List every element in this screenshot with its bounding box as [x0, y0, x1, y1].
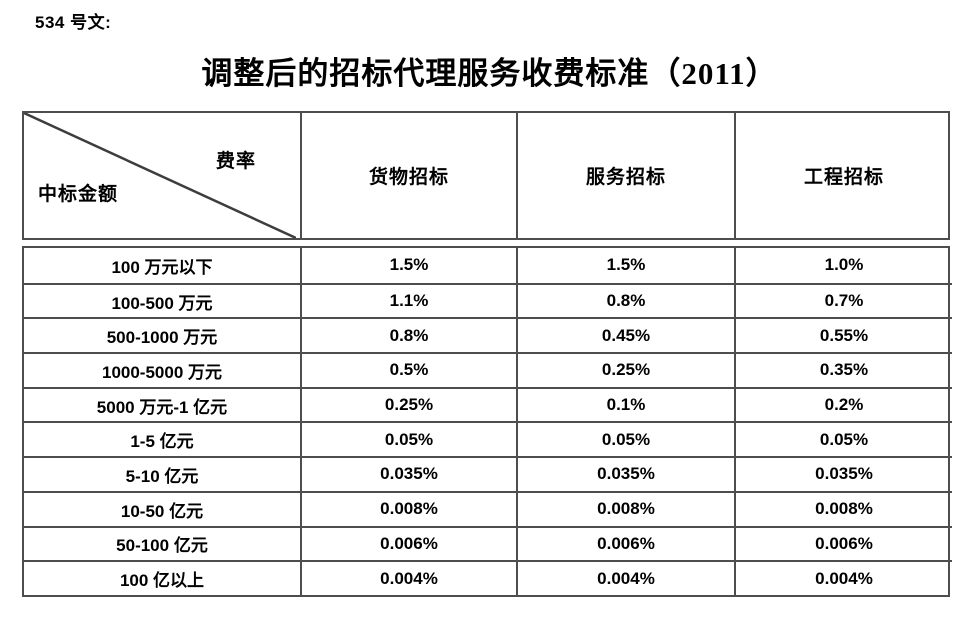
rate-value: 0.008% [734, 490, 952, 526]
rate-value: 0.008% [300, 490, 516, 526]
rate-value: 0.7% [734, 282, 952, 318]
row-label: 5-10 亿元 [24, 456, 300, 491]
rate-value: 0.035% [734, 456, 952, 491]
fee-rate-table: 费率 中标金额 货物招标 服务招标 工程招标 100 万元以下 1.5% 1.5… [22, 111, 952, 597]
rate-value: 1.5% [300, 248, 516, 283]
corner-label-bid-amount: 中标金额 [38, 184, 119, 205]
rate-value: 0.035% [516, 456, 734, 491]
rate-value: 0.05% [734, 421, 952, 457]
rate-value: 0.035% [300, 456, 516, 491]
row-label: 5000 万元-1 亿元 [24, 386, 300, 422]
rate-value: 0.1% [516, 386, 734, 422]
rate-value: 0.05% [300, 421, 516, 457]
rate-value: 0.004% [516, 560, 734, 595]
rate-value: 0.006% [300, 525, 516, 561]
rate-value: 0.008% [516, 490, 734, 526]
row-label: 1000-5000 万元 [24, 352, 300, 387]
row-label: 50-100 亿元 [24, 525, 300, 561]
diagonal-divider-line [24, 113, 296, 238]
column-header-works-bidding: 工程招标 [734, 113, 952, 238]
row-label: 100 万元以下 [111, 257, 213, 277]
row-label: 500-1000 万元 [24, 317, 300, 352]
rate-value: 0.8% [516, 282, 734, 318]
rate-value: 0.006% [734, 525, 952, 561]
rate-value: 1.0% [734, 248, 952, 283]
rate-value: 1.5% [516, 248, 734, 283]
corner-label-rate: 费率 [215, 151, 256, 172]
rate-value: 0.2% [734, 386, 952, 422]
fee-table-body: 100 万元以下 1.5% 1.5% 1.0% 100-500 万元 1.1% … [22, 246, 952, 597]
rate-value: 0.5% [300, 352, 516, 387]
rate-value: 0.004% [734, 560, 952, 595]
page-title: 调整后的招标代理服务收费标准（2011） [201, 56, 778, 91]
rate-value: 0.45% [516, 317, 734, 353]
column-header-goods-bidding: 货物招标 [300, 113, 516, 238]
column-header-service-bidding: 服务招标 [516, 113, 734, 238]
corner-header-cell: 费率 中标金额 [24, 113, 300, 238]
rate-value: 0.35% [734, 352, 952, 387]
rate-value: 0.05% [516, 421, 734, 457]
row-label: 100 亿以上 [24, 560, 300, 595]
rate-value: 0.25% [300, 386, 516, 422]
rate-value: 0.006% [516, 525, 734, 561]
row-label: 10-50 亿元 [24, 490, 300, 526]
row-label: 1-5 亿元 [24, 421, 300, 456]
doc-number-label: 534 号文: [35, 13, 112, 32]
rate-value: 0.25% [516, 352, 734, 387]
row-label: 100-500 万元 [24, 282, 300, 318]
rate-value: 1.1% [300, 282, 516, 318]
fee-table-header-row: 费率 中标金额 货物招标 服务招标 工程招标 [22, 111, 950, 240]
rate-value: 0.8% [300, 317, 516, 353]
rate-value: 0.004% [300, 560, 516, 595]
rate-value: 0.55% [734, 317, 952, 353]
